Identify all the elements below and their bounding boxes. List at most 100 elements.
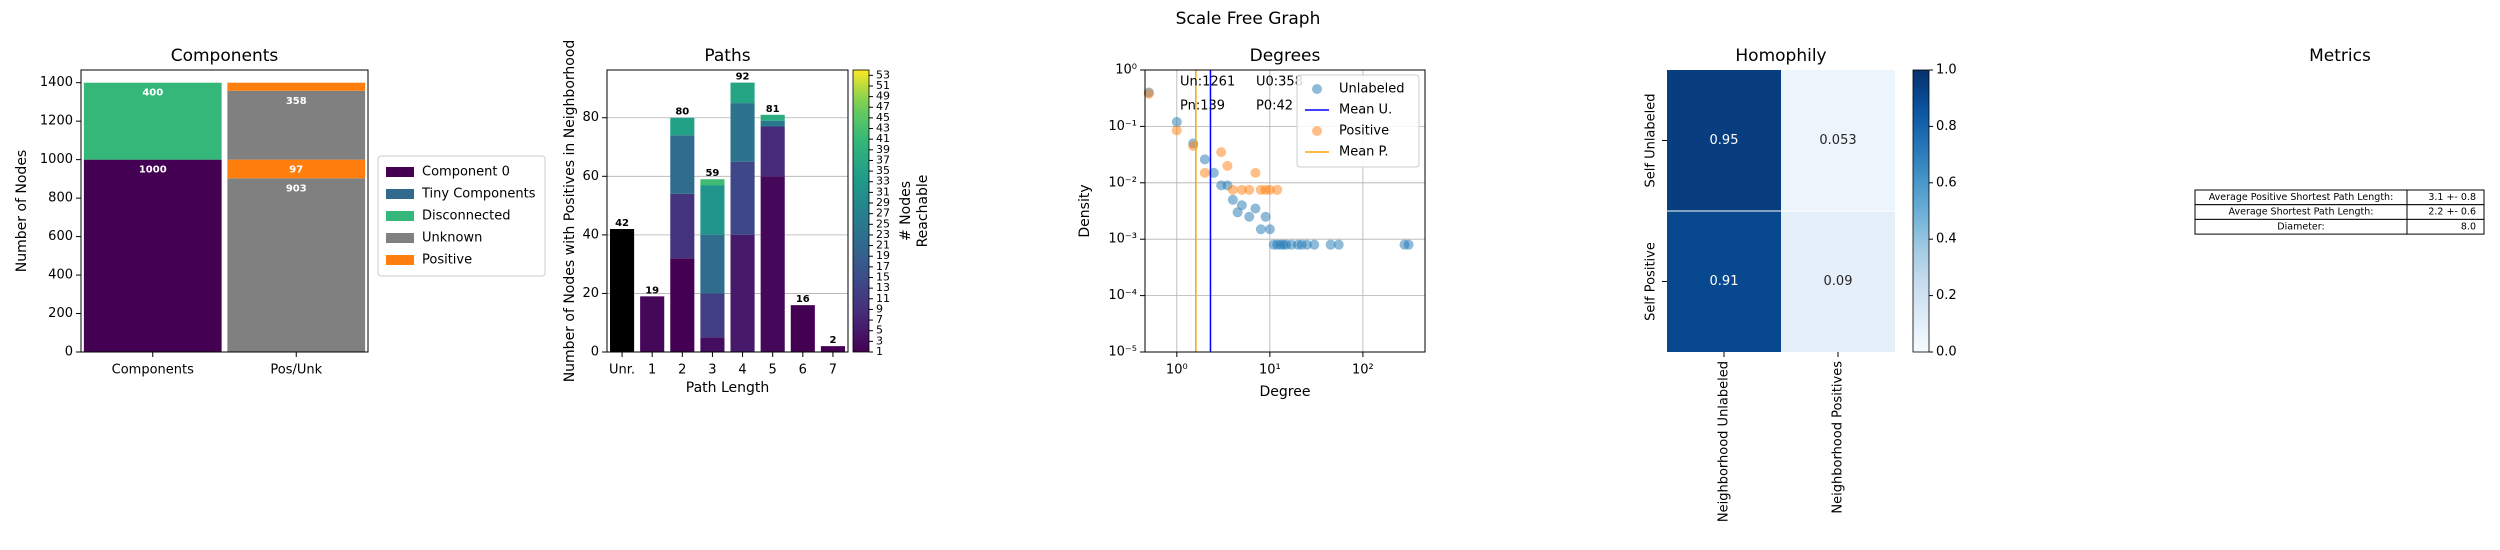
bar-segment [820,346,845,352]
table-label: Average Shortest Path Length: [2229,207,2374,218]
x-tick-label: 3 [708,363,716,378]
scatter-point [1333,239,1344,250]
x-tick-label: Unr. [609,363,635,378]
legend-label: Unlabeled [1339,82,1404,97]
scatter-point [1222,160,1233,171]
colorbar-tick-label: 7 [876,313,883,326]
bar-segment [700,234,725,294]
bar-segment [760,120,785,127]
y-tick-label: 80 [582,110,599,125]
y-tick-label: 1000 [40,152,73,167]
total-label: 81 [766,104,780,115]
bar-segment [83,159,222,352]
scatter-point [1325,239,1336,250]
colorbar-tick-label: 0.4 [1936,232,1957,247]
colorbar-tick-label: 33 [876,175,890,188]
heatmap-cell [1667,211,1781,352]
heatmap-cell [1781,211,1895,352]
bar-segment [790,305,815,352]
scatter-point [1250,203,1261,214]
scatter-point [1272,184,1283,195]
colorbar-tick-label: 1.0 [1936,63,1957,78]
legend-label: Mean P. [1339,145,1389,160]
table-value: 8.0 [2461,221,2476,232]
bar-segment [700,293,725,338]
colorbar-tick-label: 47 [876,100,890,113]
colorbar-tick-label: 49 [876,90,890,103]
colorbar [852,69,870,353]
colorbar [1912,69,1930,353]
axes-frame [80,69,369,353]
heatmap-cell [1781,70,1895,211]
colorbar-tick-label: 0.8 [1936,119,1957,134]
scatter-point [1244,184,1255,195]
colorbar-tick-label: 19 [876,249,890,262]
bar-segment [670,193,695,259]
cell-label: 0.053 [1819,133,1856,148]
x-tick-label: 10¹ [1259,363,1281,378]
legend-label: Component 0 [422,165,510,180]
total-label: 59 [705,168,719,179]
colorbar-tick-label: 29 [876,196,890,209]
scatter-point [1227,194,1238,205]
table-value: 2.2 +- 0.6 [2428,207,2476,218]
legend-swatch [386,211,414,221]
legend-swatch [386,255,414,265]
total-label: 19 [645,285,659,296]
bar-segment [700,179,725,186]
total-label: 92 [736,72,750,83]
table-cell [2406,218,2485,235]
column-label: Neighborhood Unlabeled [1717,361,1732,522]
bar-segment [730,161,755,235]
colorbar-label: Reachable [915,175,931,248]
colorbar-tick-label: 13 [876,281,890,294]
y-tick-label: 200 [48,306,73,321]
cell-label: 0.95 [1710,133,1739,148]
axes-frame [606,69,849,353]
colorbar-tick-label: 53 [876,68,890,81]
legend-box [377,155,546,277]
bar-segment [227,178,366,352]
bar-segment [670,258,695,352]
scatter-point [1260,211,1271,222]
row-label: Self Unlabeled [1644,93,1659,187]
total-label: 16 [796,294,810,305]
y-tick-label: 0 [65,345,73,360]
legend-marker [1312,126,1322,136]
heatmap-cell [1667,70,1781,211]
cell-label: 0.91 [1710,274,1739,289]
table-label: Average Positive Shortest Path Length: [2209,192,2394,203]
x-tick-label: Pos/Unk [270,363,322,378]
table-value: 3.1 +- 0.8 [2428,192,2476,203]
scatter-point [1403,239,1414,250]
annotation: U0:358 [1256,75,1303,90]
bar-segment [670,117,695,136]
x-tick-label: Components [112,363,194,378]
x-axis-label: Degree [1260,384,1311,400]
x-tick-label: 5 [769,363,777,378]
scatter-point [1264,184,1275,195]
legend-label: Positive [422,253,472,268]
scatter-point [1171,125,1182,136]
total-label: 2 [829,335,836,346]
annotation: Un:1261 [1180,75,1235,90]
y-tick-label: 600 [48,229,73,244]
scatter-point [1236,184,1247,195]
y-tick-label: 60 [582,169,599,184]
scatter-point [1227,184,1238,195]
total-label: 80 [675,107,689,118]
chart-title: Paths [704,46,750,66]
column-label: Neighborhood Positives [1831,361,1846,514]
colorbar-tick-label: 0.6 [1936,175,1957,190]
colorbar-tick-label: 15 [876,271,890,284]
legend-label: Mean U. [1339,103,1392,118]
bar-segment [730,234,755,352]
annotation: P0:42 [1256,99,1293,114]
chart-title: Components [171,46,279,66]
colorbar-tick-label: 1 [876,345,883,358]
colorbar-tick-label: 25 [876,217,890,230]
x-axis-label: Path Length [686,380,770,396]
bar-segment [227,82,366,91]
y-tick-label: 0 [591,345,599,360]
bar-segment [760,114,785,121]
